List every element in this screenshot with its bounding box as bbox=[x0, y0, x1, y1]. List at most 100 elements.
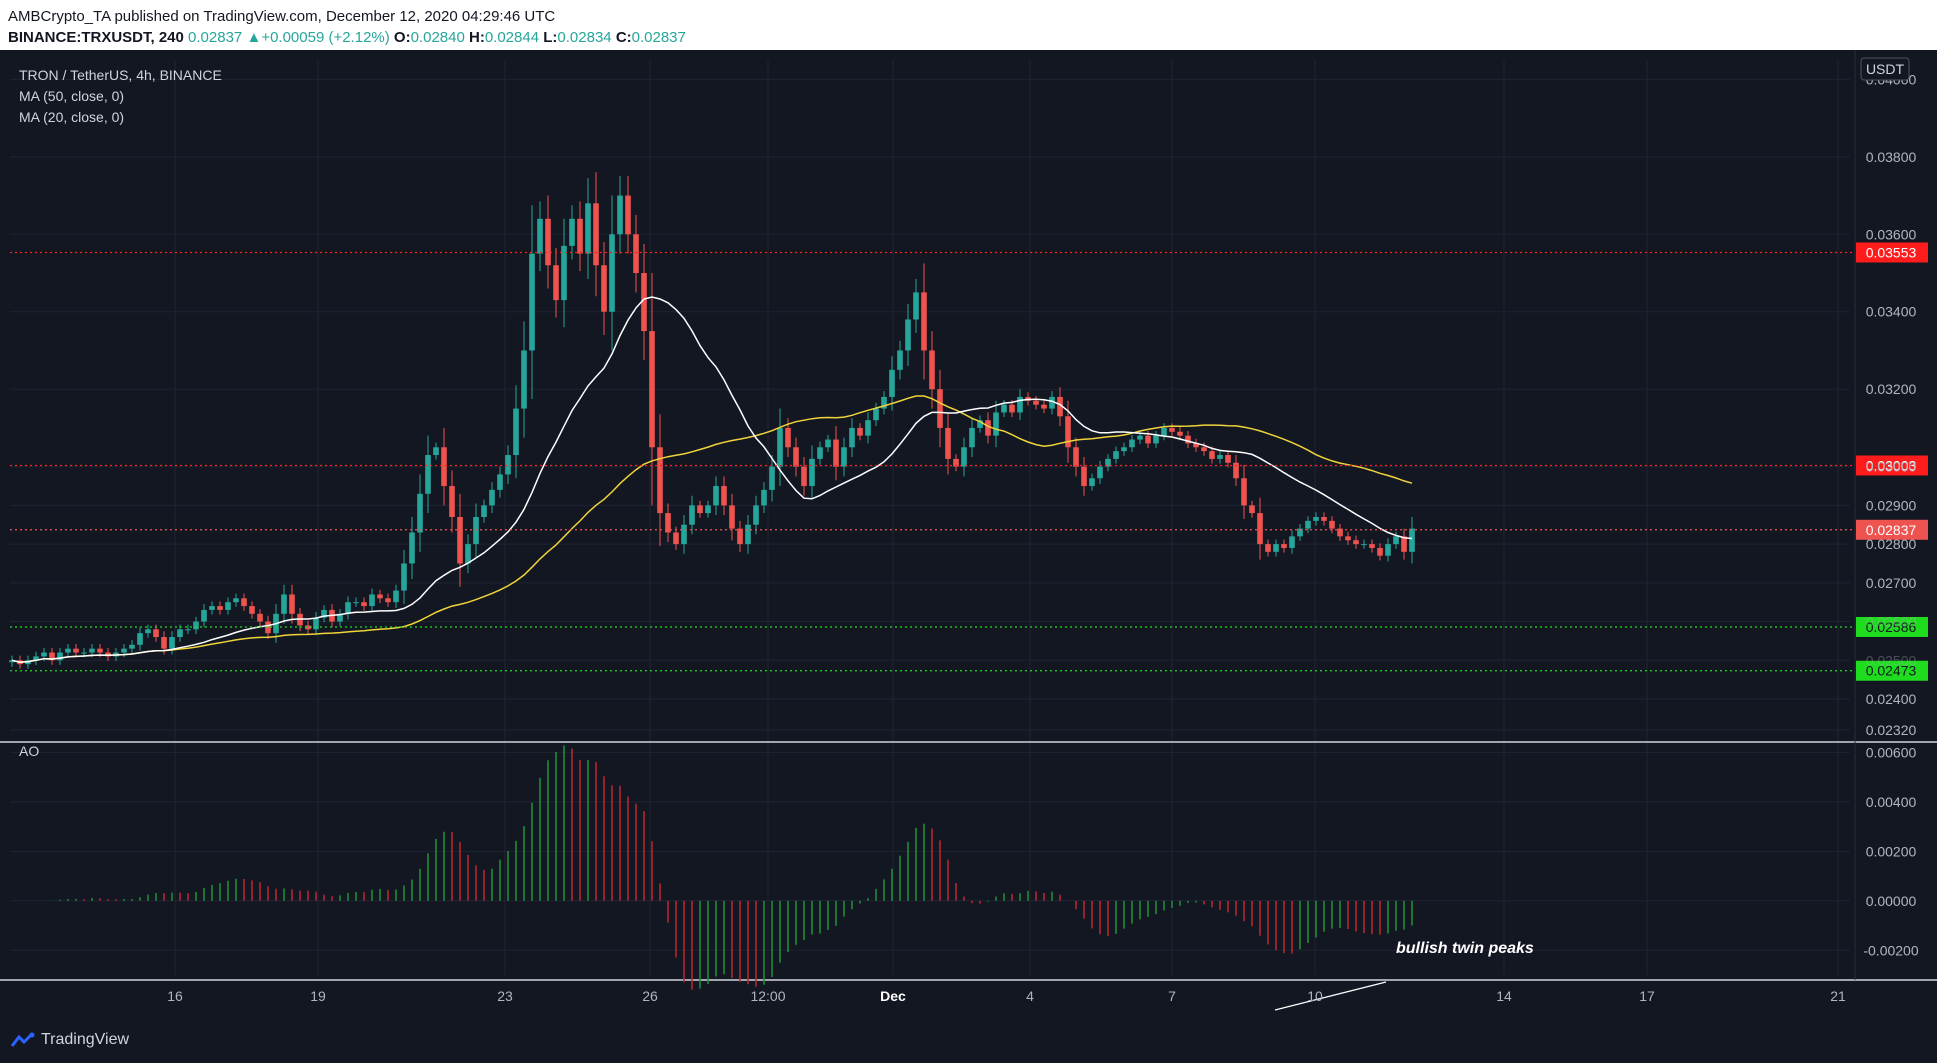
ao-legend[interactable]: AO bbox=[19, 743, 40, 759]
level-label-bg bbox=[1856, 519, 1928, 540]
candle-body bbox=[489, 489, 495, 506]
price-tick-label: 0.02900 bbox=[1866, 497, 1917, 513]
tradingview-brand: TradingView bbox=[41, 1031, 130, 1048]
candle-body bbox=[393, 590, 399, 603]
ma20-line bbox=[11, 296, 1413, 663]
candle-body bbox=[161, 637, 167, 649]
price-tick-label: 0.03000 bbox=[1866, 459, 1917, 475]
candle-body bbox=[905, 319, 911, 351]
candle-body bbox=[1145, 435, 1151, 444]
candle-body bbox=[729, 505, 735, 529]
price-tick-label: 0.02320 bbox=[1866, 722, 1917, 738]
candle-body bbox=[241, 598, 247, 607]
time-tick-label: 7 bbox=[1168, 988, 1176, 1004]
candle-body bbox=[689, 505, 695, 525]
candle-body bbox=[481, 505, 487, 517]
candle-body bbox=[1169, 427, 1175, 432]
low-value: 0.02834 bbox=[557, 29, 612, 46]
candle-body bbox=[465, 544, 471, 564]
time-tick-label: 21 bbox=[1830, 988, 1846, 1004]
candle-body bbox=[1105, 458, 1111, 467]
candle-body bbox=[441, 447, 447, 487]
candle-body bbox=[913, 292, 919, 320]
candle-body bbox=[1137, 435, 1143, 440]
candle-body bbox=[601, 265, 607, 312]
candle-body bbox=[1313, 516, 1319, 521]
annotation-text: bullish twin peaks bbox=[1396, 940, 1534, 957]
candle-body bbox=[1377, 547, 1383, 556]
candle-body bbox=[1369, 544, 1375, 548]
candle-body bbox=[177, 629, 183, 638]
candle-body bbox=[289, 594, 295, 614]
candle-body bbox=[145, 629, 151, 634]
candle-body bbox=[881, 396, 887, 409]
candle-body bbox=[721, 486, 727, 506]
candle-body bbox=[257, 613, 263, 622]
candle-body bbox=[945, 427, 951, 459]
candle-body bbox=[73, 648, 79, 653]
time-tick-label: 4 bbox=[1026, 988, 1034, 1004]
candle-body bbox=[609, 234, 615, 312]
high-label: H: bbox=[469, 29, 485, 46]
candle-body bbox=[1073, 447, 1079, 467]
publisher-line: AMBCrypto_TA published on TradingView.co… bbox=[8, 8, 555, 25]
candle-body bbox=[457, 516, 463, 564]
ma50-legend[interactable]: MA (50, close, 0) bbox=[19, 88, 125, 104]
candle-body bbox=[1097, 466, 1103, 479]
candle-body bbox=[401, 563, 407, 591]
candle-body bbox=[265, 621, 271, 634]
candle-body bbox=[657, 447, 663, 514]
ao-tick-label: 0.00400 bbox=[1866, 794, 1917, 810]
high-value: 0.02844 bbox=[484, 29, 540, 46]
candle-body bbox=[1129, 439, 1135, 448]
candle-body bbox=[1057, 396, 1063, 417]
level-label-bg bbox=[1856, 660, 1928, 681]
price-tick-label: 0.02500 bbox=[1866, 652, 1917, 668]
candle-body bbox=[249, 606, 255, 614]
candle-body bbox=[1273, 544, 1279, 552]
candle-body bbox=[529, 253, 535, 351]
publisher-name[interactable]: AMBCrypto_TA bbox=[8, 8, 111, 25]
candle-body bbox=[369, 594, 375, 607]
close-label: C: bbox=[615, 29, 632, 46]
ma50-line bbox=[11, 395, 1413, 663]
candle-body bbox=[1233, 462, 1239, 479]
candle-body bbox=[681, 524, 687, 545]
chart-canvas[interactable]: 0.035530.030030.028370.025860.024730.040… bbox=[0, 50, 1937, 1030]
candle-body bbox=[497, 474, 503, 490]
candle-body bbox=[841, 447, 847, 467]
candle-body bbox=[217, 606, 223, 610]
ao-tick-label: 0.00600 bbox=[1866, 744, 1917, 760]
candle-body bbox=[713, 486, 719, 506]
price-tick-label: 0.03600 bbox=[1866, 226, 1917, 242]
candle-body bbox=[65, 648, 71, 653]
candle-body bbox=[897, 350, 903, 370]
candle-body bbox=[1001, 404, 1007, 413]
candle-body bbox=[993, 412, 999, 436]
ma20-legend[interactable]: MA (20, close, 0) bbox=[19, 109, 125, 125]
candle-body bbox=[1177, 431, 1183, 436]
candle-body bbox=[1209, 451, 1215, 459]
annotation-line bbox=[1274, 981, 1387, 1011]
candle-body bbox=[665, 513, 671, 533]
candle-body bbox=[593, 203, 599, 266]
candle-body bbox=[745, 524, 751, 545]
candle-body bbox=[873, 408, 879, 421]
candle-body bbox=[361, 602, 367, 607]
candle-body bbox=[705, 505, 711, 514]
candle-body bbox=[449, 486, 455, 517]
tradingview-logo[interactable]: TradingView bbox=[10, 1031, 129, 1049]
candle-body bbox=[1041, 404, 1047, 409]
candle-body bbox=[49, 652, 55, 661]
candle-body bbox=[201, 609, 207, 622]
price-tick-label: 0.03200 bbox=[1866, 381, 1917, 397]
candle-body bbox=[81, 652, 87, 654]
candle-body bbox=[1409, 528, 1415, 552]
candle-body bbox=[1265, 544, 1271, 552]
candle-body bbox=[521, 350, 527, 409]
candle-body bbox=[817, 447, 823, 459]
candle-body bbox=[617, 195, 623, 235]
time-tick-label: 23 bbox=[497, 988, 513, 1004]
candle-body bbox=[377, 594, 383, 599]
time-tick-label: 26 bbox=[642, 988, 658, 1004]
